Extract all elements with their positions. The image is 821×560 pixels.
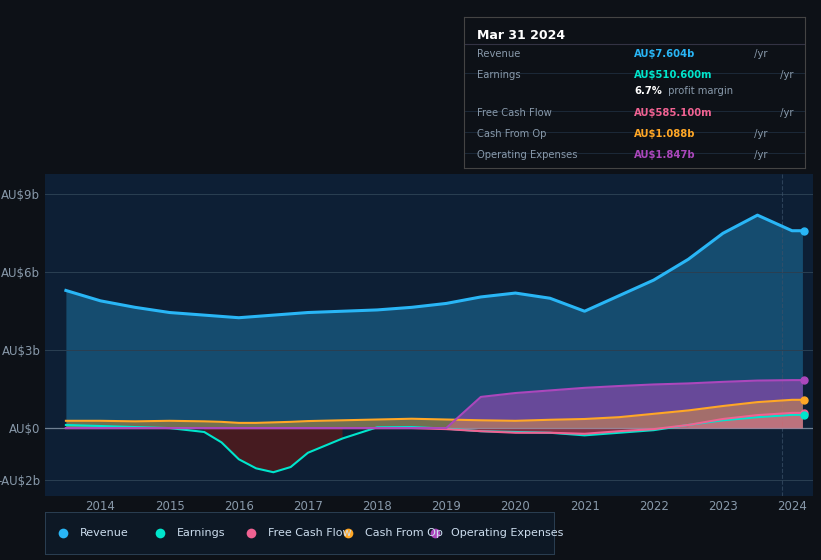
Text: /yr: /yr [777,70,793,80]
Text: Revenue: Revenue [80,529,129,538]
Text: /yr: /yr [777,108,793,118]
Text: Operating Expenses: Operating Expenses [478,150,578,160]
Text: Cash From Op: Cash From Op [478,129,547,139]
Text: Free Cash Flow: Free Cash Flow [268,529,351,538]
Text: Free Cash Flow: Free Cash Flow [478,108,553,118]
Text: Earnings: Earnings [478,70,521,80]
Text: profit margin: profit margin [665,86,733,96]
Text: /yr: /yr [750,150,768,160]
Text: 6.7%: 6.7% [635,86,662,96]
Text: Cash From Op: Cash From Op [365,529,443,538]
Text: AU$1.847b: AU$1.847b [635,150,696,160]
Text: AU$510.600m: AU$510.600m [635,70,713,80]
Text: AU$7.604b: AU$7.604b [635,49,695,59]
Text: Revenue: Revenue [478,49,521,59]
Text: AU$585.100m: AU$585.100m [635,108,713,118]
Text: Mar 31 2024: Mar 31 2024 [478,29,566,42]
Text: Operating Expenses: Operating Expenses [452,529,564,538]
Text: /yr: /yr [750,49,768,59]
Text: /yr: /yr [750,129,768,139]
Text: AU$1.088b: AU$1.088b [635,129,695,139]
Text: Earnings: Earnings [177,529,225,538]
